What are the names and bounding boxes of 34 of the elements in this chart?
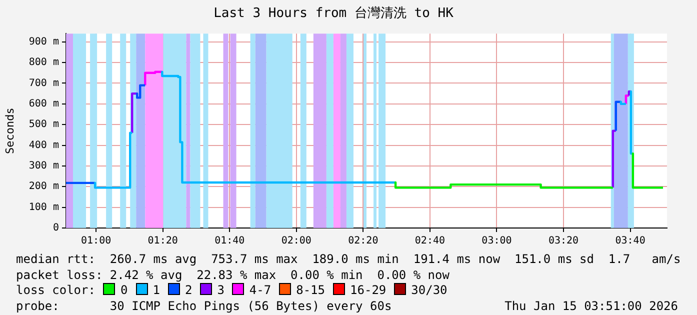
legend-label: 2 bbox=[184, 283, 192, 297]
y-tick-label: 0 bbox=[52, 222, 59, 234]
text: packet loss: 2.42 % avg 22.83 % max 0.00 % min 0.00 % now bbox=[16, 268, 450, 283]
legend-label: 3 bbox=[217, 283, 224, 297]
legend-label: 0 bbox=[120, 283, 128, 297]
y-tick-label: 500 m bbox=[28, 119, 59, 130]
legend-label: 4-7 bbox=[249, 283, 272, 297]
x-tick-label: 02:00 bbox=[281, 236, 312, 247]
y-tick-label: 200 m bbox=[28, 181, 59, 192]
x-tick-label: 01:00 bbox=[80, 236, 112, 247]
x-tick-label: 02:20 bbox=[348, 236, 378, 247]
x-tick-label: 01:20 bbox=[148, 236, 178, 247]
legend-label: 16-29 bbox=[350, 283, 386, 297]
text: probe: 30 ICMP Echo Pings (56 Bytes) every 60s bbox=[16, 298, 392, 312]
x-tick-label: 03:40 bbox=[615, 236, 646, 247]
legend-label: 1 bbox=[152, 283, 160, 297]
x-tick-label: 01:40 bbox=[214, 236, 245, 247]
legend-title: loss color: bbox=[16, 283, 96, 297]
y-tick-label: 900 m bbox=[28, 36, 59, 48]
x-tick-label: 03:00 bbox=[482, 236, 512, 247]
y-tick-label: 400 m bbox=[28, 140, 59, 151]
y-axis-title: Seconds bbox=[3, 108, 16, 154]
x-tick-label: 03:20 bbox=[548, 236, 579, 247]
y-tick-label: 300 m bbox=[28, 160, 59, 172]
y-tick-label: 600 m bbox=[28, 98, 59, 110]
y-tick-label: 700 m bbox=[28, 78, 59, 89]
chart-title: Last 3 Hours from 台灣清洗 to HK bbox=[214, 6, 454, 22]
text: Thu Jan 15 03:51:00 2026 bbox=[504, 298, 678, 314]
legend-label: 30/30 bbox=[411, 283, 448, 297]
y-tick-label: 100 m bbox=[28, 202, 59, 213]
x-tick-label: 02:40 bbox=[414, 236, 445, 247]
text: median rtt: 260.7 ms avg 753.7 ms max 189.0 ms min 191.4 ms now 151.0 ms sd 1.7 am/s bbox=[16, 252, 682, 268]
legend-label: 8-15 bbox=[296, 283, 326, 297]
y-tick-label: 800 m bbox=[28, 57, 59, 68]
